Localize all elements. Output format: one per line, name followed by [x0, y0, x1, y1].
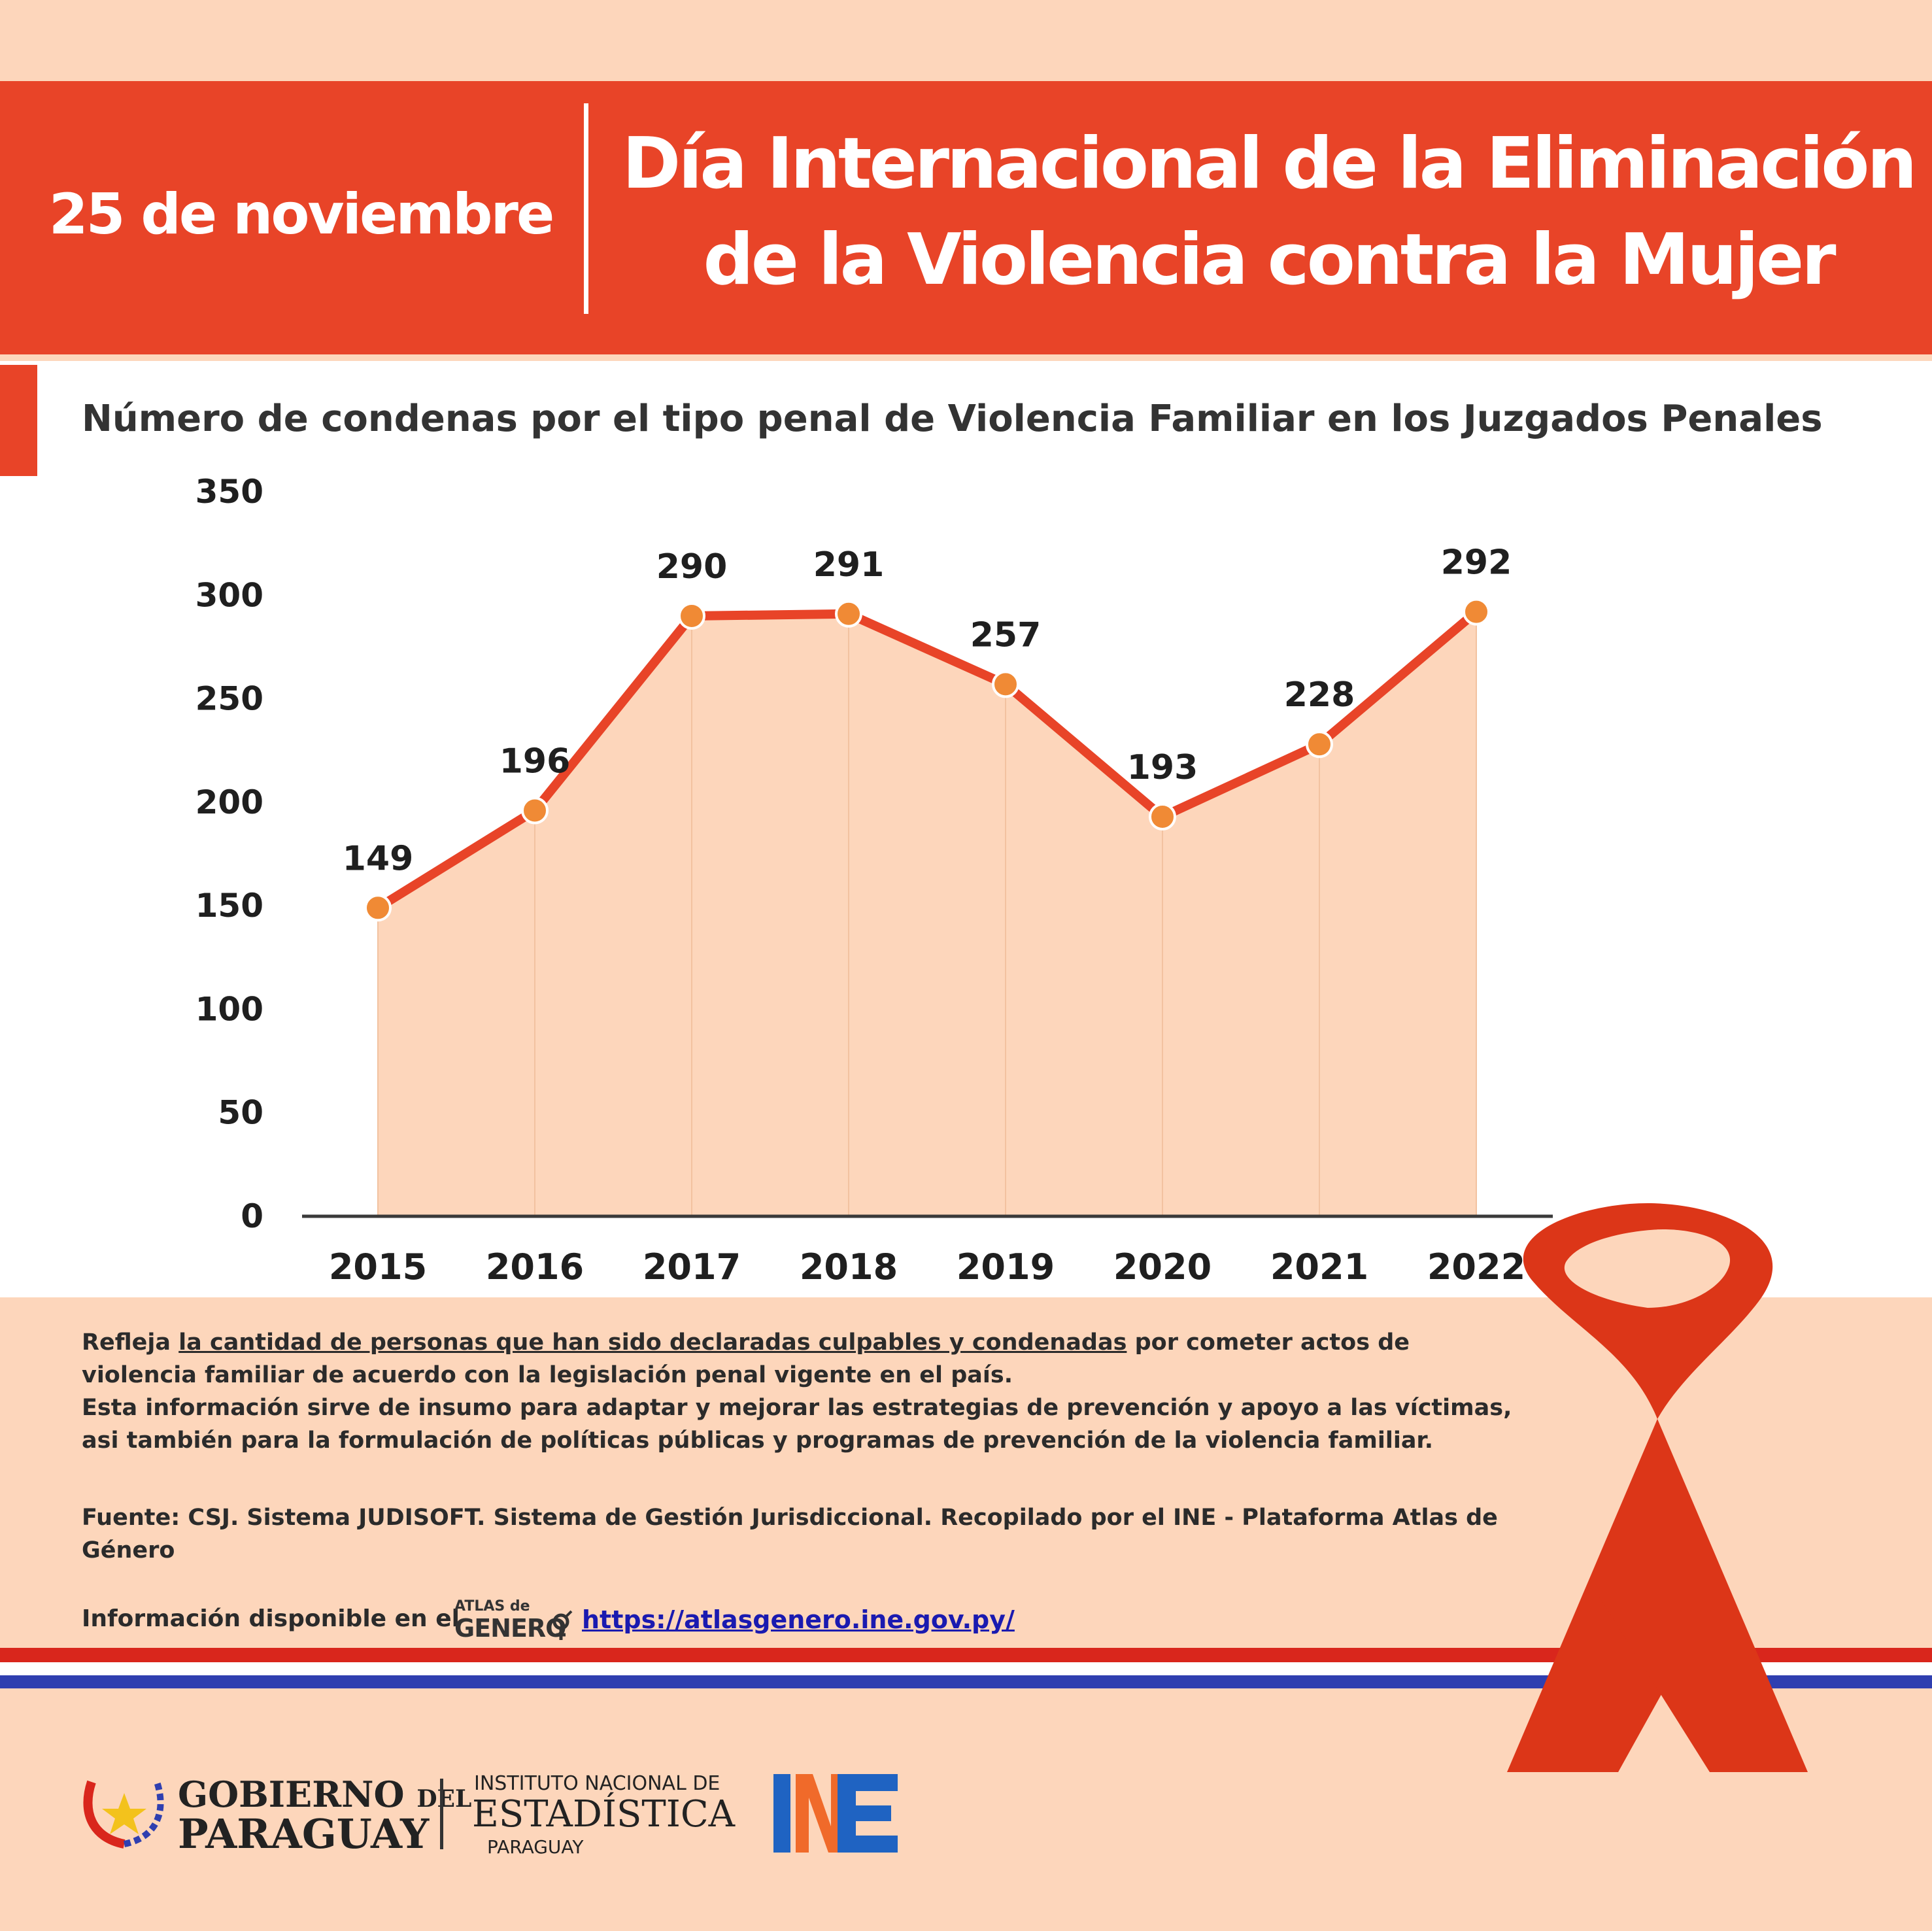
description: Refleja la cantidad de personas que han …: [82, 1326, 1514, 1457]
gobierno-logo-top: GOBIERNO DEL: [178, 1773, 472, 1815]
header-banner: [0, 81, 1932, 354]
ine-logo-line-2: ESTADÍSTICA: [472, 1793, 736, 1836]
atlas-logo-big: GENERO: [454, 1614, 566, 1643]
y-tick-label: 200: [195, 783, 263, 821]
series-line: [373, 607, 1481, 913]
data-label: 193: [1127, 748, 1198, 787]
atlas-genero-logo: ATLAS de GENERO: [454, 1598, 573, 1644]
date-label: 25 de noviembre: [48, 182, 555, 247]
y-axis-labels: 0 50 100 150 200 250 300 350: [195, 473, 263, 1235]
gobierno-crest-icon: [83, 1780, 164, 1849]
data-point: [678, 602, 705, 630]
ine-logo-line-3: PARAGUAY: [487, 1836, 584, 1858]
gender-symbol-icon: [552, 1610, 573, 1640]
y-tick-label: 300: [195, 576, 263, 614]
awareness-ribbon-icon: [1507, 1203, 1808, 1772]
logo-divider: [440, 1779, 443, 1849]
data-point: [992, 670, 1019, 698]
ine-logo-line-1: INSTITUTO NACIONAL DE: [474, 1772, 720, 1795]
gobierno-logo-bottom: PARAGUAY: [178, 1810, 430, 1858]
data-point: [835, 600, 862, 628]
data-point: [1149, 803, 1176, 831]
data-label: 291: [813, 545, 885, 585]
x-tick-label: 2021: [1270, 1246, 1368, 1288]
y-tick-label: 100: [195, 990, 263, 1028]
data-points: [364, 598, 1490, 922]
flag-stripe-red: [0, 1648, 1932, 1662]
source-note: Fuente: CSJ. Sistema JUDISOFT. Sistema d…: [82, 1505, 1498, 1564]
x-tick-label: 2020: [1113, 1246, 1212, 1288]
data-point: [521, 796, 549, 825]
y-tick-label: 350: [195, 473, 263, 511]
ine-mark-icon: [773, 1774, 898, 1853]
data-point: [1306, 730, 1333, 759]
y-tick-label: 50: [218, 1094, 263, 1132]
data-labels: 149 196 290 291 257 193 228 292: [343, 543, 1512, 879]
x-tick-label: 2017: [643, 1246, 741, 1288]
x-tick-label: 2018: [800, 1246, 898, 1288]
flag-stripe-blue: [0, 1675, 1932, 1688]
atlas-link[interactable]: https://atlasgenero.ine.gov.py/: [582, 1605, 1015, 1634]
chart: 0 50 100 150 200 250 300 350 149 196 290 291 257 193…: [195, 473, 1553, 1288]
x-tick-label: 2015: [329, 1246, 427, 1288]
area-fill: [378, 611, 1476, 1216]
x-axis-labels: 2015 2016 2017 2018 2019 2020 2021 2022: [329, 1246, 1525, 1288]
data-label: 196: [500, 742, 571, 781]
chart-title: Número de condenas por el tipo penal de …: [82, 398, 1823, 440]
data-label: 290: [656, 547, 728, 587]
title-accent-bar: [0, 365, 37, 476]
description-underlined: la cantidad de personas que han sido dec…: [178, 1329, 1127, 1356]
atlas-logo-small: ATLAS de: [454, 1598, 530, 1615]
y-tick-label: 0: [241, 1197, 263, 1235]
description-paragraph-1: Refleja la cantidad de personas que han …: [82, 1329, 1410, 1388]
flag-stripe-white: [0, 1662, 1932, 1675]
data-label: 228: [1284, 675, 1355, 715]
header-divider: [584, 103, 588, 314]
data-point: [364, 894, 392, 922]
title-line-2: de la Violencia contra la Mujer: [703, 219, 1836, 301]
x-tick-label: 2016: [486, 1246, 584, 1288]
data-point: [1463, 598, 1490, 626]
y-tick-label: 150: [195, 887, 263, 925]
description-paragraph-2: Esta información sirve de insumo para ad…: [82, 1395, 1512, 1454]
data-label: 149: [343, 839, 414, 878]
availability-text: Información disponible en el: [82, 1605, 460, 1632]
title-line-1: Día Internacional de la Eliminación: [622, 123, 1918, 205]
y-tick-label: 250: [195, 680, 263, 718]
x-tick-label: 2022: [1427, 1246, 1525, 1288]
data-label: 257: [970, 615, 1042, 655]
data-label: 292: [1441, 543, 1512, 583]
x-tick-label: 2019: [957, 1246, 1055, 1288]
drop-lines: [377, 611, 1477, 1216]
